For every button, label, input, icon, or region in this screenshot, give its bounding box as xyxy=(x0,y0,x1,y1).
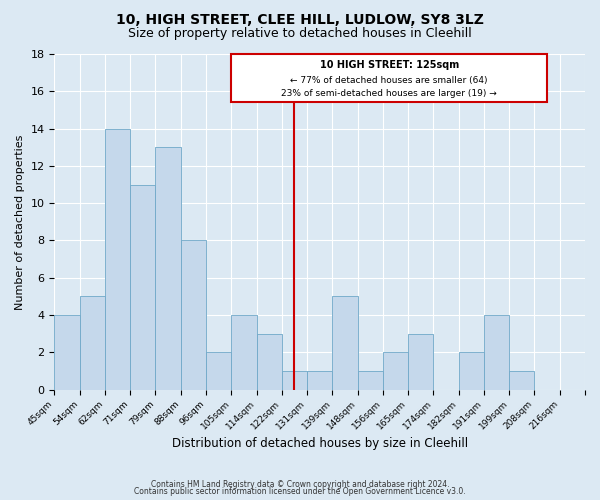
Bar xyxy=(332,296,358,390)
Bar xyxy=(282,371,307,390)
FancyBboxPatch shape xyxy=(231,54,547,102)
Text: 10 HIGH STREET: 125sqm: 10 HIGH STREET: 125sqm xyxy=(320,60,459,70)
Text: Size of property relative to detached houses in Cleehill: Size of property relative to detached ho… xyxy=(128,28,472,40)
Text: 23% of semi-detached houses are larger (19) →: 23% of semi-detached houses are larger (… xyxy=(281,90,497,98)
Text: 10, HIGH STREET, CLEE HILL, LUDLOW, SY8 3LZ: 10, HIGH STREET, CLEE HILL, LUDLOW, SY8 … xyxy=(116,12,484,26)
Bar xyxy=(155,147,181,390)
Bar xyxy=(484,315,509,390)
Bar xyxy=(55,315,80,390)
Bar xyxy=(458,352,484,390)
Bar xyxy=(257,334,282,390)
Bar xyxy=(408,334,433,390)
Bar xyxy=(181,240,206,390)
Y-axis label: Number of detached properties: Number of detached properties xyxy=(15,134,25,310)
Bar xyxy=(383,352,408,390)
Bar xyxy=(206,352,231,390)
Bar xyxy=(105,128,130,390)
Bar xyxy=(231,315,257,390)
Bar xyxy=(80,296,105,390)
Bar xyxy=(130,184,155,390)
Bar xyxy=(358,371,383,390)
Bar xyxy=(509,371,535,390)
Text: Contains HM Land Registry data © Crown copyright and database right 2024.: Contains HM Land Registry data © Crown c… xyxy=(151,480,449,489)
X-axis label: Distribution of detached houses by size in Cleehill: Distribution of detached houses by size … xyxy=(172,437,468,450)
Text: Contains public sector information licensed under the Open Government Licence v3: Contains public sector information licen… xyxy=(134,488,466,496)
Bar xyxy=(307,371,332,390)
Text: ← 77% of detached houses are smaller (64): ← 77% of detached houses are smaller (64… xyxy=(290,76,488,85)
